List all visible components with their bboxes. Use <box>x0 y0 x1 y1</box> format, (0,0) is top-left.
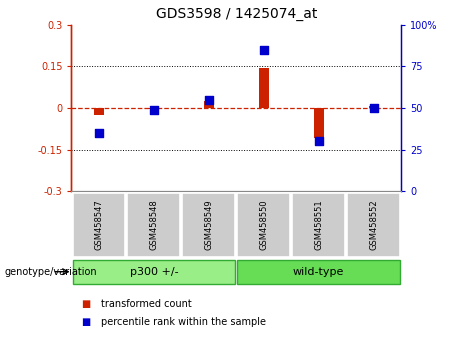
Bar <box>259 68 269 108</box>
Text: genotype/variation: genotype/variation <box>5 267 97 277</box>
Text: percentile rank within the sample: percentile rank within the sample <box>101 317 266 327</box>
Point <box>370 105 377 111</box>
Text: GSM458549: GSM458549 <box>204 199 213 250</box>
Text: GSM458548: GSM458548 <box>149 199 159 250</box>
Bar <box>128 193 180 257</box>
Bar <box>204 101 214 108</box>
Bar <box>369 106 378 108</box>
Point <box>205 97 213 102</box>
Bar <box>183 193 235 257</box>
Bar <box>72 260 235 284</box>
Point <box>315 138 322 144</box>
Point <box>150 107 158 113</box>
Bar <box>292 193 345 257</box>
Bar <box>237 193 290 257</box>
Text: transformed count: transformed count <box>101 299 192 309</box>
Bar <box>314 108 324 138</box>
Bar <box>94 108 104 115</box>
Text: GSM458547: GSM458547 <box>95 199 103 250</box>
Bar <box>149 108 159 109</box>
Title: GDS3598 / 1425074_at: GDS3598 / 1425074_at <box>155 7 317 21</box>
Text: wild-type: wild-type <box>293 267 344 277</box>
Text: p300 +/-: p300 +/- <box>130 267 178 277</box>
Point <box>95 130 103 136</box>
Text: GSM458552: GSM458552 <box>369 199 378 250</box>
Point <box>260 47 267 52</box>
Bar <box>237 260 400 284</box>
Bar <box>72 193 125 257</box>
Text: GSM458550: GSM458550 <box>259 199 268 250</box>
Text: ■: ■ <box>81 317 90 327</box>
Bar <box>347 193 400 257</box>
Text: ■: ■ <box>81 299 90 309</box>
Text: GSM458551: GSM458551 <box>314 199 323 250</box>
